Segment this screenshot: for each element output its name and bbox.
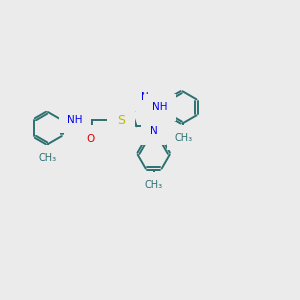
Text: N: N (150, 126, 158, 136)
Text: NH: NH (67, 115, 83, 124)
Text: N: N (158, 103, 166, 114)
Text: NH: NH (152, 102, 168, 112)
Text: S: S (117, 113, 125, 127)
Text: CH₃: CH₃ (145, 180, 163, 190)
Text: CH₃: CH₃ (39, 153, 57, 163)
Text: CH₃: CH₃ (175, 133, 193, 142)
Text: O: O (87, 134, 95, 144)
Text: N: N (141, 92, 148, 102)
